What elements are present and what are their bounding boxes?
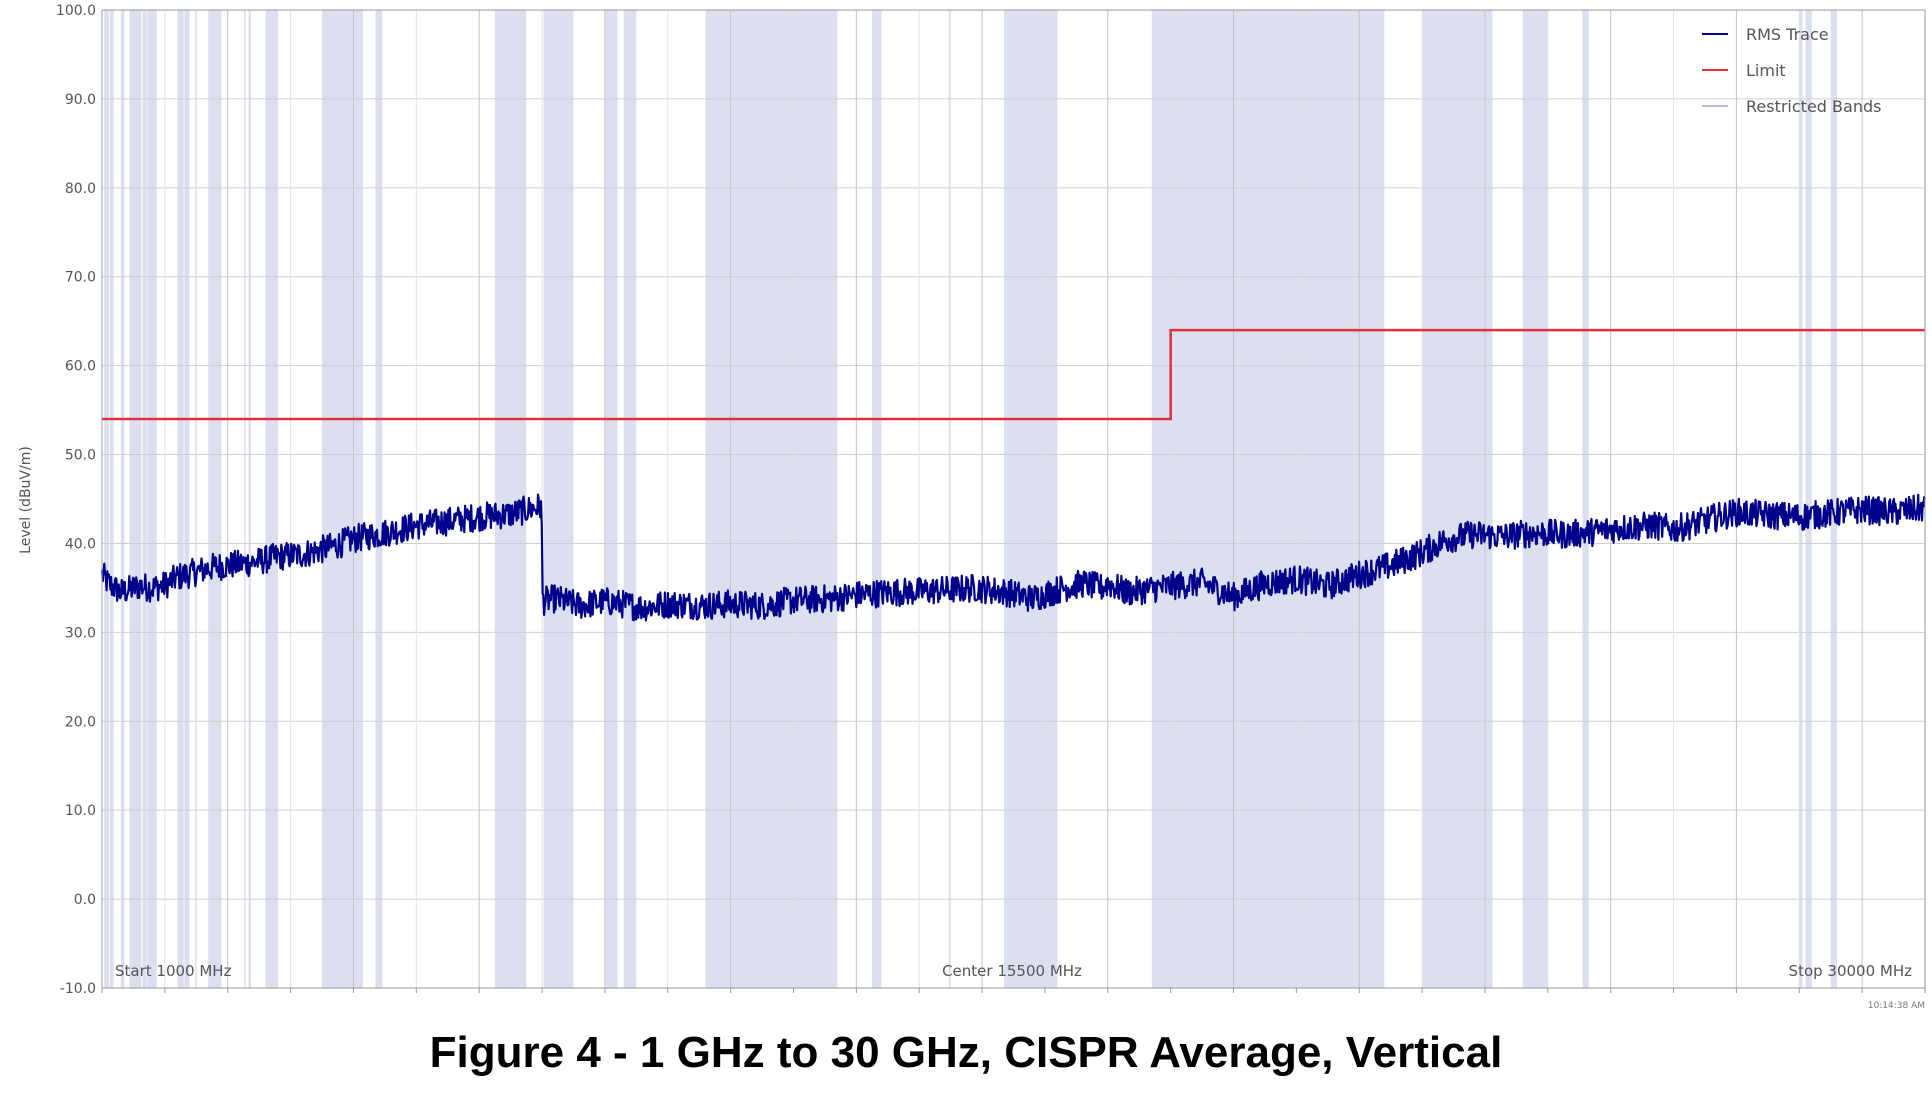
timestamp: 10:14:38 AM	[1868, 1001, 1925, 1011]
restricted-bands-layer	[104, 10, 1837, 988]
restricted-band	[494, 10, 527, 988]
restricted-band	[195, 10, 197, 988]
restricted-band	[872, 10, 882, 988]
y-tick-label: 80.0	[65, 181, 96, 197]
rms-trace-line	[100, 493, 1926, 622]
y-tick-label: 50.0	[65, 448, 96, 464]
limit-line	[102, 328, 1925, 421]
restricted-band	[147, 10, 157, 988]
plot-frame	[101, 9, 1926, 989]
restricted-band	[208, 10, 222, 988]
footer-center-frequency: Center 15500 MHz	[942, 962, 1082, 980]
restricted-band	[375, 10, 383, 988]
restricted-band	[265, 10, 279, 988]
y-tick-label: 10.0	[65, 803, 96, 819]
restricted-band	[120, 10, 125, 988]
restricted-band	[184, 10, 190, 988]
rms-trace-layer	[100, 493, 1926, 622]
restricted-band	[948, 10, 951, 988]
y-tick-label: 90.0	[65, 92, 96, 108]
y-tick-label: 60.0	[65, 359, 96, 375]
restricted-band	[129, 10, 142, 988]
footer-start-frequency: Start 1000 MHz	[115, 962, 232, 980]
restricted-band	[623, 10, 637, 988]
legend-label-limit: Limit	[1746, 61, 1786, 80]
figure-caption: Figure 4 - 1 GHz to 30 GHz, CISPR Averag…	[429, 1028, 1503, 1077]
restricted-band	[322, 10, 363, 988]
restricted-band	[244, 10, 246, 988]
restricted-band	[143, 10, 147, 988]
restricted-band	[1582, 10, 1589, 988]
restricted-band	[142, 10, 145, 988]
y-tick-label: 20.0	[65, 714, 96, 730]
limit-layer	[102, 328, 1925, 421]
restricted-band	[543, 10, 574, 988]
restricted-band	[249, 10, 251, 988]
y-tick-labels: 100.0 90.0 80.0 70.0 60.0 50.0 40.0 30.0 20.0 10.…	[56, 3, 96, 997]
y-tick-label: -10.0	[60, 981, 96, 997]
restricted-band	[109, 10, 114, 988]
y-tick-label: 70.0	[65, 270, 96, 286]
y-tick-label: 30.0	[65, 625, 96, 641]
restricted-band	[1799, 10, 1803, 988]
restricted-band	[1805, 10, 1812, 988]
restricted-band	[1004, 10, 1058, 988]
restricted-band	[604, 10, 618, 988]
restricted-band	[1422, 10, 1493, 988]
footer-stop-frequency: Stop 30000 MHz	[1789, 962, 1913, 980]
restricted-band	[104, 10, 109, 988]
restricted-band	[1522, 10, 1548, 988]
restricted-band	[705, 10, 838, 988]
y-tick-label: 40.0	[65, 536, 96, 552]
legend-label-restricted-bands: Restricted Bands	[1746, 97, 1881, 116]
y-axis-label: Level (dBuV/m)	[18, 446, 34, 554]
y-tick-label: 100.0	[56, 3, 96, 19]
legend-label-rms-trace: RMS Trace	[1746, 25, 1829, 44]
restricted-band	[248, 10, 251, 988]
restricted-band	[1151, 10, 1385, 988]
restricted-band	[177, 10, 184, 988]
y-tick-label: 0.0	[74, 892, 96, 908]
legend: RMS Trace Limit Restricted Bands	[1702, 25, 1881, 116]
restricted-band	[1830, 10, 1837, 988]
